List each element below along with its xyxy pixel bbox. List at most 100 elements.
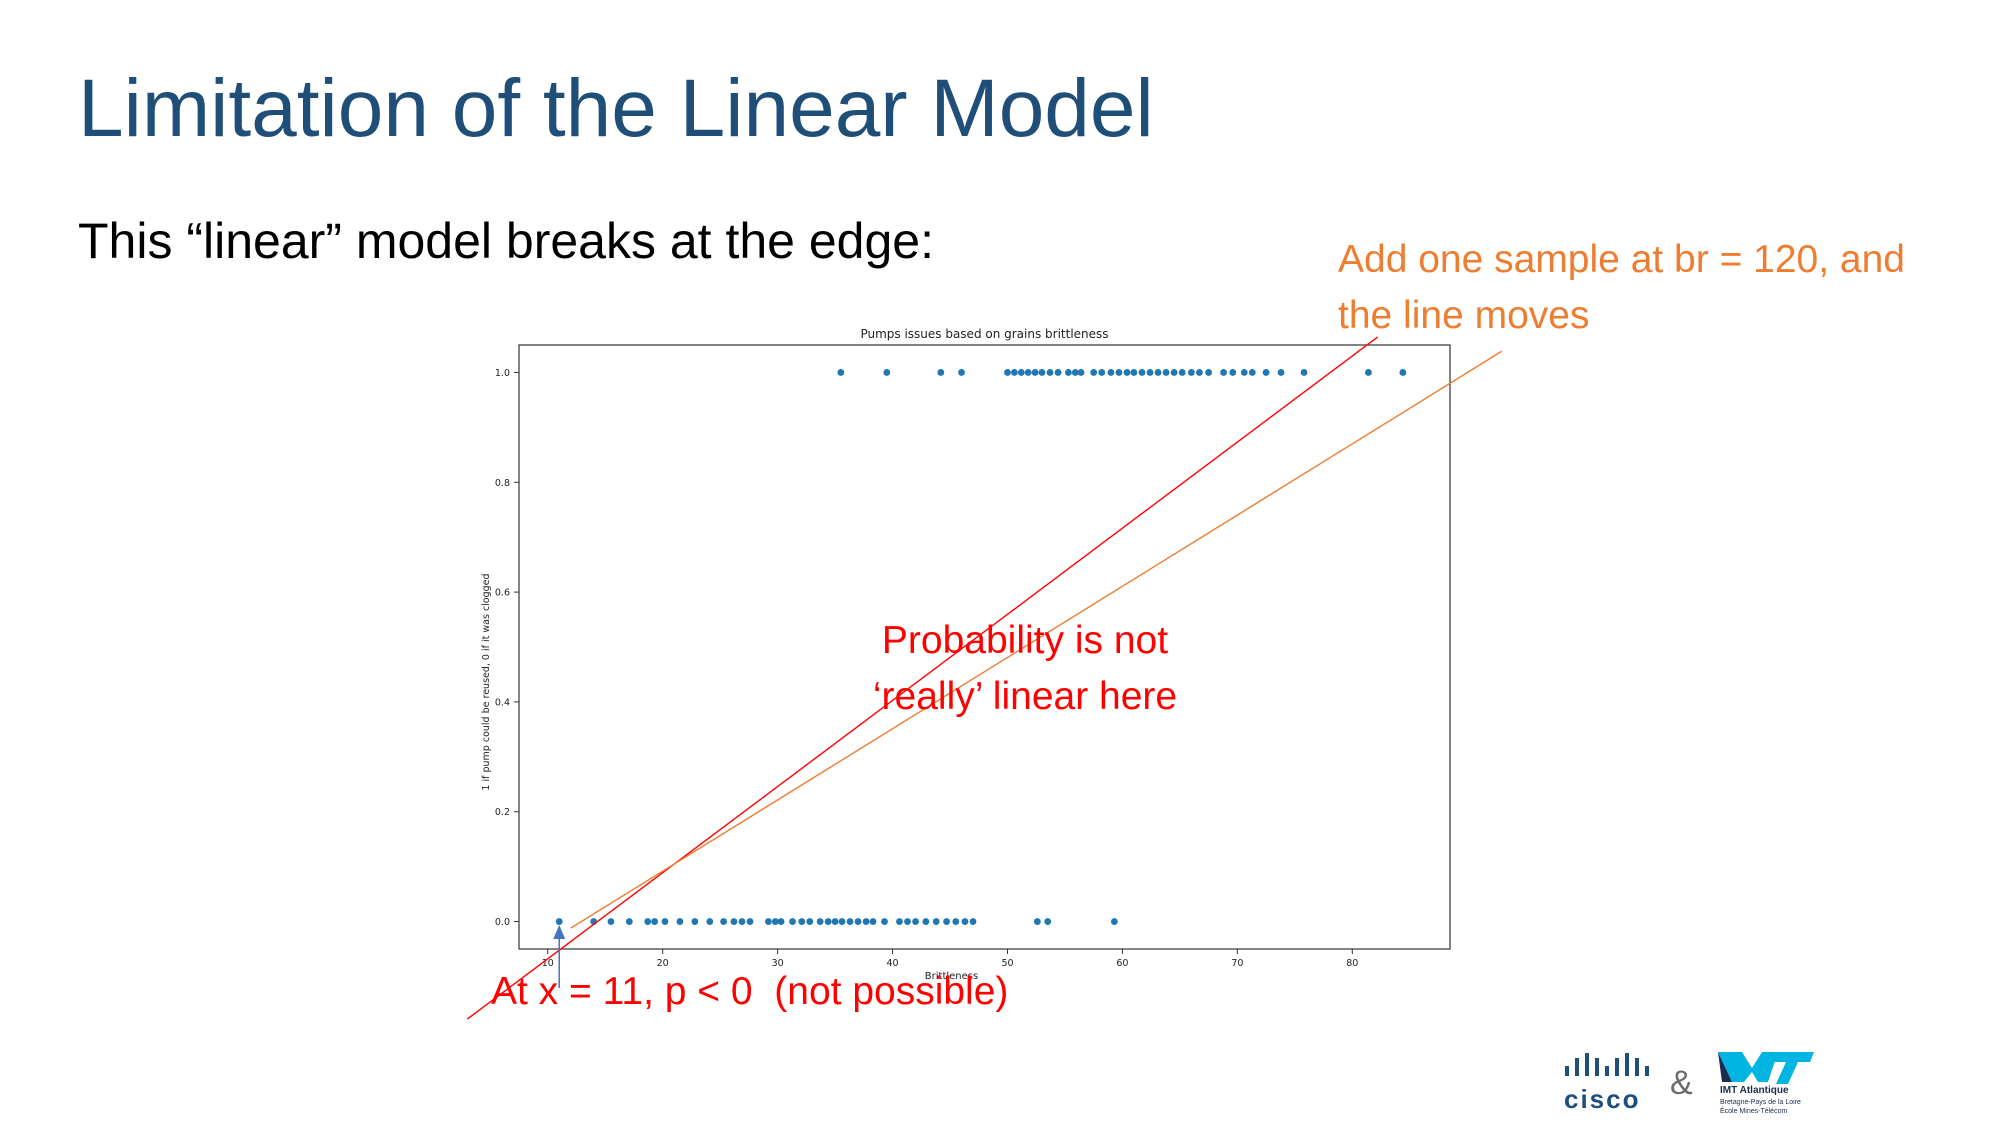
y-tick-label: 0.0 <box>495 917 510 928</box>
imt-logo-subtext: Bretagne-Pays de la Loire École Mines-Tél… <box>1720 1099 1801 1115</box>
x-tick-label: 30 <box>772 958 784 969</box>
data-point <box>932 918 940 925</box>
data-point <box>607 918 615 925</box>
data-point <box>691 918 699 925</box>
cisco-wordmark: cisco <box>1564 1084 1641 1114</box>
data-point <box>806 918 814 925</box>
x-tick-label: 10 <box>542 958 554 969</box>
data-point <box>1090 369 1098 376</box>
data-point <box>1248 369 1256 376</box>
data-point <box>1162 369 1170 376</box>
data-point <box>1110 918 1118 925</box>
orange-annotation-line-2: the line moves <box>1338 294 1590 337</box>
data-point <box>961 918 969 925</box>
data-point <box>1138 369 1146 376</box>
data-point <box>1033 918 1041 925</box>
data-point <box>1044 918 1052 925</box>
data-point <box>1024 369 1032 376</box>
data-point <box>720 918 727 925</box>
orange-annotation: Add one sample at br = 120, and the line… <box>1338 232 1905 344</box>
data-point <box>837 369 845 376</box>
data-point <box>738 918 746 925</box>
data-point <box>1010 369 1018 376</box>
data-point <box>651 918 659 925</box>
data-point <box>1229 369 1237 376</box>
x-tick-label: 70 <box>1231 958 1243 969</box>
mid-annotation-line-1: Probability is not <box>881 619 1169 662</box>
data-point <box>904 918 911 925</box>
y-tick-label: 1.0 <box>495 368 510 379</box>
data-point <box>883 369 891 376</box>
data-point <box>816 918 824 925</box>
imt-logo-text: IMT Atlantique <box>1720 1085 1789 1096</box>
data-point <box>676 918 684 925</box>
data-point <box>625 918 633 925</box>
data-point <box>896 918 903 925</box>
data-point <box>862 918 870 925</box>
data-point <box>881 918 888 925</box>
data-point <box>952 918 960 925</box>
bottom-annotation: At x = 11, p < 0 (not possible) <box>491 970 1009 1013</box>
x-tick-label: 60 <box>1116 958 1128 969</box>
data-point <box>798 918 806 925</box>
data-point <box>1146 369 1154 376</box>
data-point <box>1277 369 1285 376</box>
mid-annotation: Probability is not ‘really’ linear here <box>860 613 1190 725</box>
data-point <box>1178 369 1186 376</box>
data-point <box>1205 369 1213 376</box>
data-point <box>555 918 563 925</box>
data-point <box>1054 369 1062 376</box>
annotation-arrow-head-icon <box>553 925 566 939</box>
data-point <box>1364 369 1372 376</box>
y-tick-label: 0.2 <box>495 807 510 818</box>
data-point <box>869 918 877 925</box>
y-tick-label: 0.4 <box>495 697 510 708</box>
data-point <box>661 918 669 925</box>
data-point <box>1115 369 1123 376</box>
data-point <box>937 369 945 376</box>
data-point <box>789 918 796 925</box>
data-point <box>765 918 772 925</box>
plot-frame <box>518 344 1451 950</box>
data-point <box>912 918 919 925</box>
data-point <box>1240 369 1248 376</box>
data-point <box>943 918 950 925</box>
data-point <box>1065 369 1072 376</box>
data-point <box>1170 369 1178 376</box>
data-point <box>706 918 714 925</box>
x-axis-label: Brittleness <box>925 971 978 982</box>
data-point <box>1098 369 1106 376</box>
data-point <box>969 918 977 925</box>
linear-fit-line-red <box>466 336 1379 1020</box>
data-point <box>1077 369 1085 376</box>
data-point <box>838 918 846 925</box>
data-point <box>846 918 854 925</box>
data-point <box>1038 369 1046 376</box>
data-point <box>1399 369 1407 376</box>
chart-title: Pumps issues based on grains brittleness <box>860 327 1108 341</box>
data-point <box>777 918 785 925</box>
linear-fit-line-orange <box>570 350 1503 929</box>
x-tick-label: 40 <box>887 958 899 969</box>
x-tick-label: 80 <box>1346 958 1358 969</box>
orange-annotation-line-1: Add one sample at br = 120, and <box>1338 238 1905 281</box>
data-point <box>1220 369 1227 376</box>
data-point <box>1107 369 1115 376</box>
ampersand: & <box>1670 1064 1693 1102</box>
data-point <box>1071 369 1079 376</box>
data-point <box>730 918 738 925</box>
data-point <box>1004 369 1011 376</box>
data-point <box>1187 369 1195 376</box>
data-point <box>1300 369 1308 376</box>
data-point <box>1031 369 1039 376</box>
data-point <box>644 918 652 925</box>
mid-annotation-line-2: ‘really’ linear here <box>872 675 1178 718</box>
x-tick-label: 50 <box>1001 958 1013 969</box>
data-point <box>1123 369 1131 376</box>
data-point <box>854 918 862 925</box>
cisco-logo-icon <box>1565 1053 1649 1076</box>
data-point <box>958 369 965 376</box>
data-point <box>1017 369 1025 376</box>
x-tick-label: 20 <box>657 958 669 969</box>
data-point <box>1154 369 1162 376</box>
